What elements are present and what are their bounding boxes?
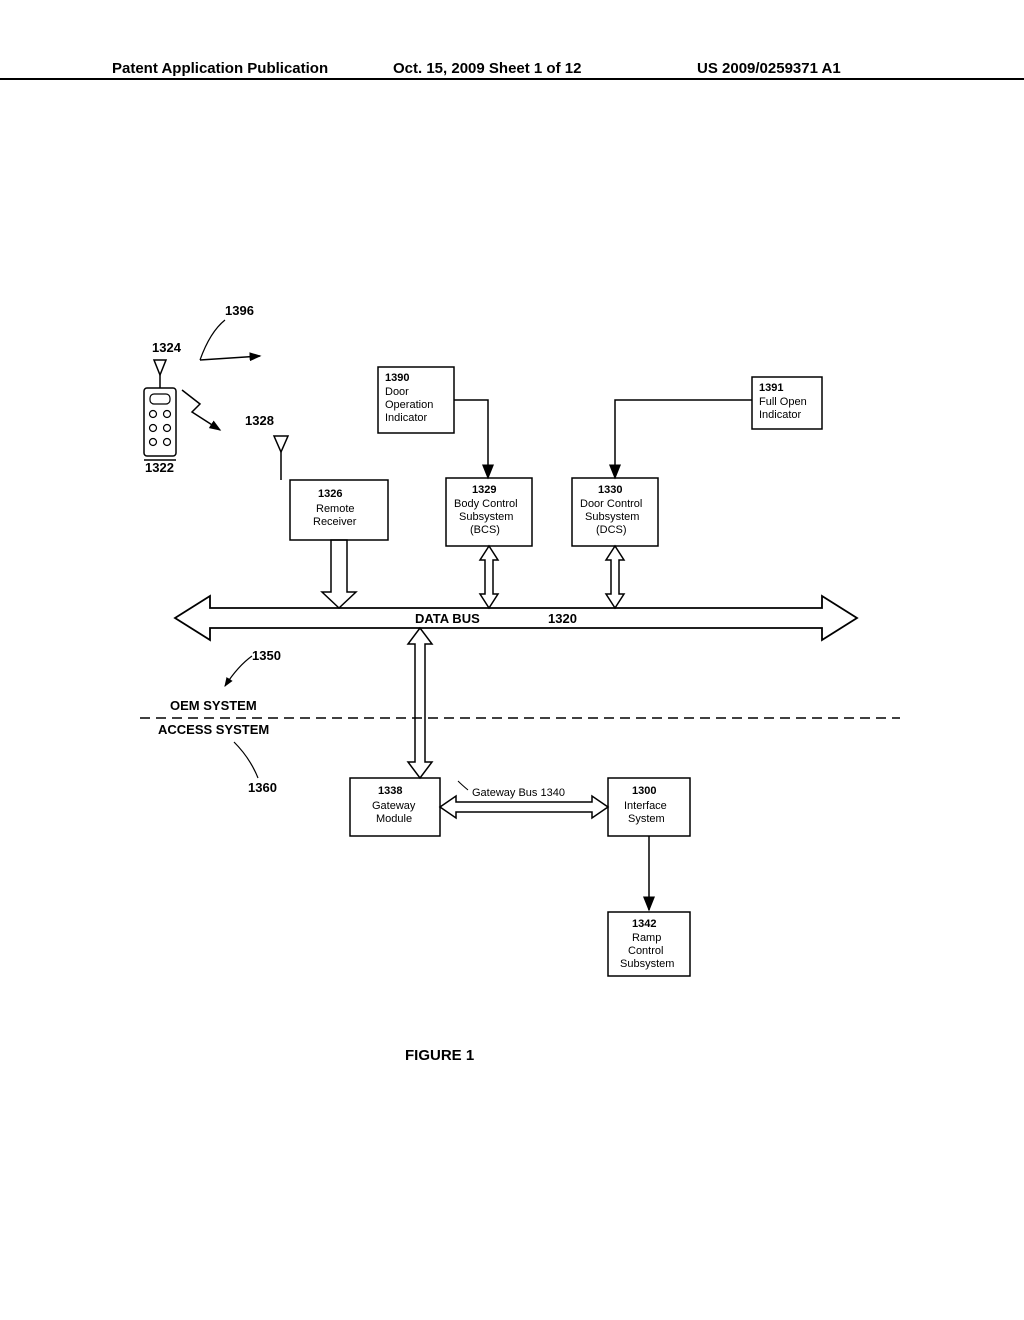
svg-text:Body Control: Body Control [454, 498, 518, 510]
gateway-bus-arrow [440, 796, 608, 818]
ref-1320: 1320 [548, 611, 577, 626]
num-1390: 1390 [385, 372, 409, 384]
num-1326: 1326 [318, 488, 342, 500]
ref-1360: 1360 [248, 780, 277, 795]
svg-text:Ramp: Ramp [632, 932, 661, 944]
svg-text:Door: Door [385, 386, 409, 398]
ref-1350: 1350 [252, 648, 281, 663]
label-access: ACCESS SYSTEM [158, 722, 269, 737]
arrow-1329-bus [480, 546, 498, 608]
wireless-arrow [182, 390, 220, 430]
keyfob [144, 360, 176, 460]
svg-text:Subsystem: Subsystem [459, 511, 513, 523]
figure-label: FIGURE 1 [405, 1047, 474, 1064]
svg-text:Control: Control [628, 945, 663, 957]
arrow-1326-bus [322, 540, 356, 608]
svg-text:Interface: Interface [624, 800, 667, 812]
ref-1324: 1324 [152, 340, 182, 355]
num-1391: 1391 [759, 382, 783, 394]
label-gateway-bus: Gateway Bus 1340 [472, 787, 565, 799]
svg-text:(BCS): (BCS) [470, 524, 500, 536]
svg-text:Indicator: Indicator [759, 409, 802, 421]
num-1338: 1338 [378, 785, 402, 797]
svg-text:Gateway: Gateway [372, 800, 416, 812]
label-oem: OEM SYSTEM [170, 698, 257, 713]
num-1300: 1300 [632, 785, 656, 797]
data-bus [175, 596, 857, 640]
svg-text:Full Open: Full Open [759, 396, 807, 408]
diagram-svg: 1324 1322 1396 1328 1390 Door Operation … [0, 0, 1024, 1320]
ref-1396: 1396 [225, 303, 254, 318]
num-1330: 1330 [598, 484, 622, 496]
label-data-bus: DATA BUS [415, 611, 480, 626]
arrow-bus-gateway [408, 628, 432, 778]
ref-1322: 1322 [145, 460, 174, 475]
arrow-1330-bus [606, 546, 624, 608]
svg-text:Subsystem: Subsystem [620, 958, 674, 970]
svg-text:Indicator: Indicator [385, 412, 428, 424]
svg-text:Door Control: Door Control [580, 498, 642, 510]
svg-text:Module: Module [376, 813, 412, 825]
svg-text:Receiver: Receiver [313, 516, 357, 528]
svg-text:System: System [628, 813, 665, 825]
svg-text:Operation: Operation [385, 399, 433, 411]
svg-text:Remote: Remote [316, 503, 355, 515]
num-1342: 1342 [632, 918, 656, 930]
svg-text:Subsystem: Subsystem [585, 511, 639, 523]
svg-text:(DCS): (DCS) [596, 524, 627, 536]
num-1329: 1329 [472, 484, 496, 496]
ref-1328: 1328 [245, 413, 274, 428]
